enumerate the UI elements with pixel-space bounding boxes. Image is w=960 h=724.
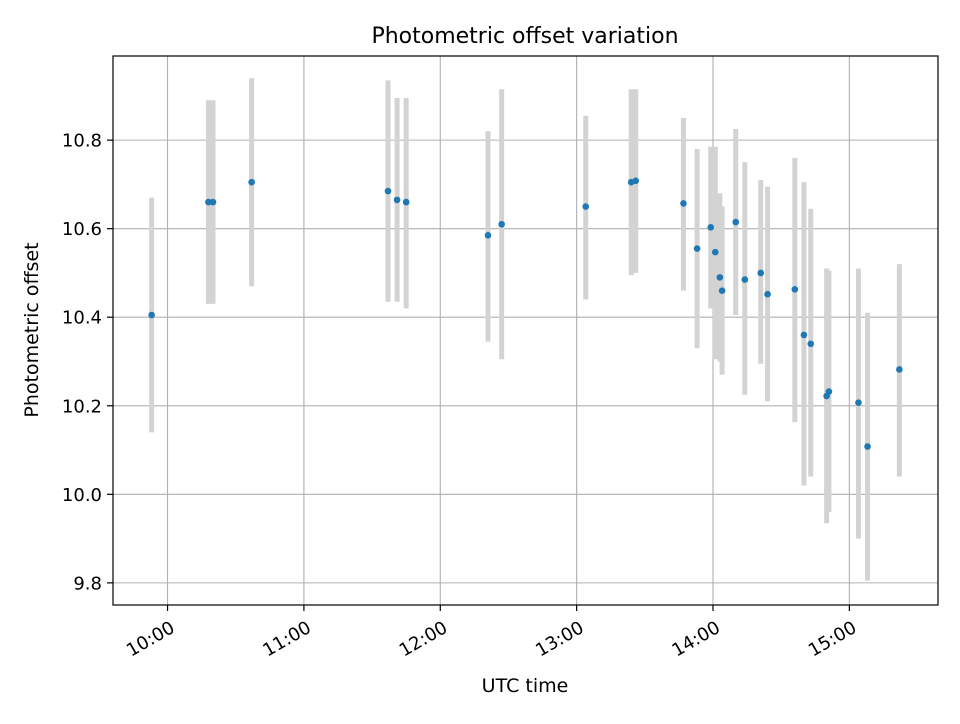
data-point — [484, 232, 492, 239]
data-point — [209, 198, 217, 206]
data-point — [764, 290, 771, 298]
data-point — [807, 340, 815, 348]
data-point — [148, 311, 155, 319]
data-point — [711, 248, 719, 256]
data-point — [800, 331, 808, 339]
data-point — [402, 198, 410, 206]
chart-title: Photometric offset variation — [371, 24, 678, 49]
data-point — [855, 399, 862, 406]
data-point — [716, 274, 724, 281]
data-point — [757, 269, 765, 277]
data-point — [864, 443, 871, 450]
y-tick-label: 10.2 — [62, 396, 102, 417]
y-tick-label: 9.8 — [73, 573, 102, 594]
data-point — [393, 196, 401, 204]
axes: 10:00 11:00 12:00 13:00 14:00 15:009.810.010.… — [62, 131, 860, 662]
data-point — [248, 178, 255, 186]
data-point — [896, 366, 903, 373]
y-tick-label: 10.4 — [62, 308, 102, 329]
data-point — [632, 177, 640, 185]
x-axis-label: UTC time — [482, 675, 569, 697]
y-axis-label: Photometric offset — [21, 242, 43, 417]
data-point — [680, 200, 687, 207]
data-point — [718, 287, 726, 294]
y-tick-label: 10.6 — [62, 219, 102, 240]
data-point — [205, 198, 212, 206]
y-tick-label: 10.8 — [62, 131, 102, 152]
data-point — [707, 224, 715, 231]
data-point — [825, 388, 833, 395]
data-points — [148, 177, 903, 450]
data-point — [693, 245, 701, 252]
plot-frame — [112, 55, 939, 606]
data-point — [498, 220, 505, 228]
data-point — [791, 286, 799, 293]
data-point — [582, 203, 590, 210]
data-point — [384, 187, 392, 195]
data-point — [741, 276, 749, 283]
y-tick-label: 10.0 — [62, 485, 102, 506]
data-point — [732, 218, 740, 226]
